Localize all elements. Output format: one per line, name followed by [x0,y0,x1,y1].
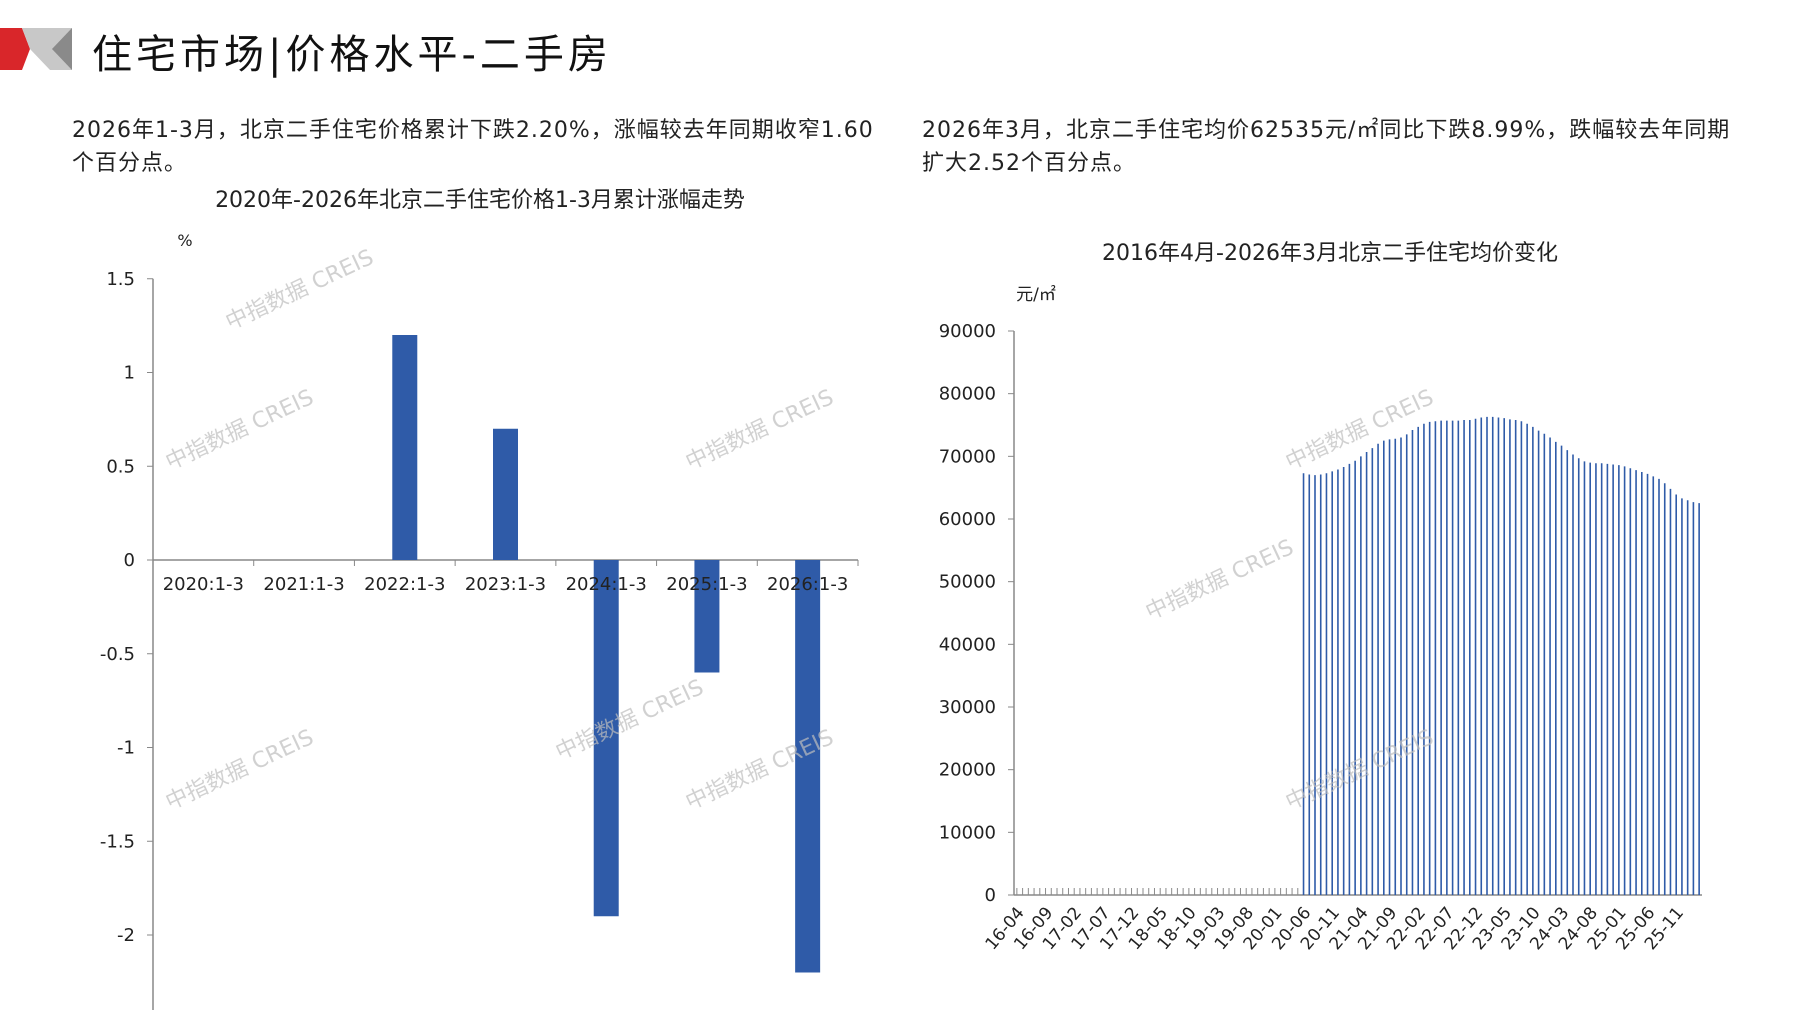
chart-title: 2020年-2026年北京二手住宅价格1-3月累计涨幅走势 [215,188,745,213]
watermark-text: 中指数据 CREIS [1282,385,1438,475]
summary-left: 2026年1-3月，北京二手住宅价格累计下跌2.20%，涨幅较去年同期收窄1.6… [72,118,874,176]
y-tick-label: 70000 [939,446,996,467]
y-tick-label: -2 [117,925,135,946]
bar-2025:1-3 [694,560,720,673]
x-tick-label: 2022:1-3 [364,574,445,595]
watermark-text: 中指数据 CREIS [162,725,318,815]
y-axis-unit: % [177,231,192,250]
y-tick-label: 60000 [939,509,996,530]
y-tick-label: 0 [124,550,135,571]
x-tick-label: 2024:1-3 [566,574,647,595]
x-tick-label: 2026:1-3 [767,574,848,595]
y-tick-label: 80000 [939,384,996,405]
x-tick-label: 2025:1-3 [666,574,747,595]
y-tick-label: 90000 [939,321,996,342]
x-tick-label: 2020:1-3 [163,574,244,595]
chart-title: 2016年4月-2026年3月北京二手住宅均价变化 [1102,241,1558,266]
y-tick-label: -1 [117,738,135,759]
bar-2026:1-3 [795,560,821,973]
y-tick-label: 30000 [939,697,996,718]
watermark-text: 中指数据 CREIS [1282,725,1438,815]
watermark-text: 中指数据 CREIS [162,385,318,475]
watermark-text: 中指数据 CREIS [1142,535,1298,625]
bar-2023:1-3 [493,428,518,560]
watermark-text: 中指数据 CREIS [222,245,378,335]
y-tick-label: 1 [124,363,135,384]
y-tick-label: 10000 [939,822,996,843]
y-tick-label: 20000 [939,760,996,781]
y-axis-unit: 元/㎡ [1016,285,1056,305]
y-tick-label: -0.5 [100,644,135,665]
y-tick-label: -1.5 [100,831,135,852]
summary-right: 2026年3月，北京二手住宅均价62535元/㎡同比下跌8.99%，跌幅较去年同… [922,118,1731,176]
x-tick-label: 2023:1-3 [465,574,546,595]
y-tick-label: 0.5 [106,456,135,477]
bar-2024:1-3 [593,560,619,917]
x-tick-label: 2021:1-3 [263,574,344,595]
y-tick-label: 1.5 [106,269,135,290]
page-title: 住宅市场|价格水平-二手房 [92,32,612,78]
y-tick-label: 50000 [939,572,996,593]
bar-2022:1-3 [392,335,418,560]
watermark-text: 中指数据 CREIS [682,385,838,475]
y-tick-label: 40000 [939,634,996,655]
watermark-text: 中指数据 CREIS [552,675,708,765]
y-tick-label: 0 [985,885,996,906]
brand-logo [0,28,72,70]
